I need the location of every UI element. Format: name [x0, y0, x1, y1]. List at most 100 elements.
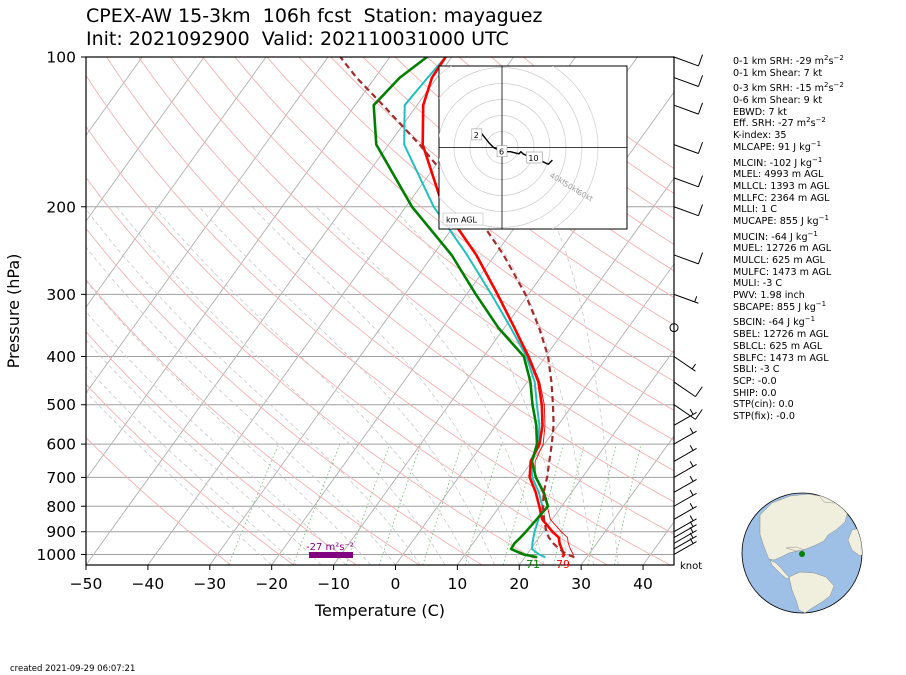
dry-adiabat — [86, 331, 357, 565]
stats-label: Eff. SRH: -27 m — [733, 118, 807, 130]
stats-row: SBCAPE: 855 J kg−1 — [733, 300, 844, 314]
stats-label: MLEL: 4993 m AGL — [733, 169, 824, 181]
mixing-ratio-line — [530, 443, 564, 565]
srh-label: -27 m²s⁻² — [306, 542, 354, 553]
stats-row: STP(fix): -0.0 — [733, 411, 844, 423]
wind-barb — [673, 204, 704, 217]
stats-row: SBEL: 12726 m AGL — [733, 329, 844, 341]
stats-row: MLCAPE: 91 J kg−1 — [733, 140, 844, 154]
dry-adiabat — [330, 57, 674, 326]
stats-row: MUCIN: -64 J kg−1 — [733, 230, 844, 244]
series-wetbulb — [403, 57, 546, 559]
stats-label: MULI: -3 C — [733, 278, 783, 290]
isotherm-line — [86, 57, 329, 394]
stats-row: MLLFC: 2364 m AGL — [733, 193, 844, 205]
y-tick-label: 200 — [46, 198, 76, 216]
moist-adiabat — [86, 280, 371, 565]
wind-barb — [673, 175, 704, 188]
moist-adiabat — [251, 206, 520, 565]
wind-barb — [673, 102, 704, 115]
stats-row: SHIP: 0.0 — [733, 388, 844, 400]
moist-adiabat — [86, 339, 322, 565]
y-axis-label: Pressure (hPa) — [4, 254, 23, 369]
wind-barb — [673, 408, 697, 426]
y-tick-label: 500 — [46, 396, 76, 414]
mixing-ratio-line — [553, 443, 585, 565]
mixing-ratio-line — [587, 443, 617, 565]
stats-row: SCP: -0.0 — [733, 376, 844, 388]
wind-barb — [673, 461, 697, 478]
stats-superscript: −2 — [833, 81, 844, 90]
wind-barbs — [669, 54, 704, 555]
isotherm-line — [518, 349, 674, 565]
isotherm-line — [86, 57, 205, 222]
stats-label: SBCAPE: 855 J kg — [733, 301, 816, 313]
dry-adiabat — [394, 57, 674, 272]
stats-label: MLCIN: -102 J kg — [733, 157, 812, 169]
wind-barb — [673, 489, 697, 507]
srh-bar — [309, 552, 353, 558]
x-tick-label: 30 — [571, 575, 591, 593]
stats-superscript: 2 — [824, 81, 829, 90]
moist-adiabat — [86, 310, 347, 565]
stats-label: MLLFC: 2364 m AGL — [733, 192, 830, 204]
wind-barb — [673, 502, 697, 520]
wind-barb — [673, 427, 697, 445]
dry-adiabat — [86, 436, 232, 565]
x-tick-label: −40 — [132, 575, 165, 593]
station-marker — [799, 551, 805, 557]
dry-adiabat — [106, 57, 674, 535]
dry-adiabat — [86, 383, 294, 565]
stats-row: 0-1 km Shear: 7 kt — [733, 68, 844, 80]
moist-adiabat — [86, 365, 297, 565]
x-tick-label: 40 — [633, 575, 653, 593]
wind-barb — [673, 381, 703, 398]
stats-row: 0-3 km SRH: -15 m2s−2 — [733, 81, 844, 95]
stats-label: MULFC: 1473 m AGL — [733, 266, 832, 278]
dry-adiabat — [170, 57, 674, 472]
y-tick-label: 900 — [46, 523, 76, 541]
y-tick-label: 100 — [46, 49, 76, 67]
stats-label: MUCIN: -64 J kg — [733, 231, 808, 243]
dry-adiabat — [298, 57, 674, 354]
stats-label: EBWD: 7 kt — [733, 106, 787, 118]
wind-barb — [673, 252, 704, 265]
wind-barb — [673, 75, 704, 87]
sounding-parameters: 0-1 km SRH: -29 m2s−2 0-1 km Shear: 7 kt 0… — [733, 54, 844, 423]
stats-label: PWV: 1.98 inch — [733, 290, 805, 302]
stats-row: MULFC: 1473 m AGL — [733, 267, 844, 279]
hodograph-height-label: 2 — [474, 131, 479, 140]
x-tick-label: −20 — [255, 575, 288, 593]
stats-superscript: 2 — [824, 54, 829, 62]
hodograph-footer: km AGL — [446, 216, 478, 225]
y-tick-label: 800 — [46, 498, 76, 516]
y-tick-label: 600 — [46, 436, 76, 454]
stats-superscript: −1 — [818, 213, 829, 222]
dry-adiabat — [86, 74, 671, 565]
moist-adiabat — [472, 206, 594, 565]
stats-label: SBLCL: 625 m AGL — [733, 340, 823, 352]
moist-adiabat — [315, 206, 545, 565]
dry-adiabat — [86, 176, 545, 565]
stats-superscript: −1 — [811, 155, 823, 164]
stats-row: MULCL: 625 m AGL — [733, 255, 844, 267]
stats-row: MLCIN: -102 J kg−1 — [733, 155, 844, 170]
chart-title-line1: CPEX-AW 15-3km 106h fcst Station: mayagu… — [86, 5, 543, 27]
calm-wind-circle — [669, 323, 679, 333]
y-tick-label: 700 — [46, 469, 76, 487]
stats-label: SBEL: 12726 m AGL — [733, 329, 829, 341]
wind-barb — [673, 475, 697, 493]
x-tick-label: 0 — [391, 575, 401, 593]
stats-row: EBWD: 7 kt — [733, 107, 844, 119]
x-tick-label: −30 — [193, 575, 226, 593]
wind-barb — [673, 293, 699, 304]
stats-row: 0-1 km SRH: -29 m2s−2 — [733, 54, 844, 68]
stats-row: 0-6 km Shear: 9 kt — [733, 95, 844, 107]
globe-north-america — [759, 493, 849, 561]
moist-adiabat — [391, 206, 570, 565]
hodograph-height-box — [496, 145, 508, 157]
mixing-ratio-line — [345, 443, 391, 565]
y-tick-label: 300 — [46, 286, 76, 304]
stats-label: MLLI: 1 C — [733, 204, 777, 216]
